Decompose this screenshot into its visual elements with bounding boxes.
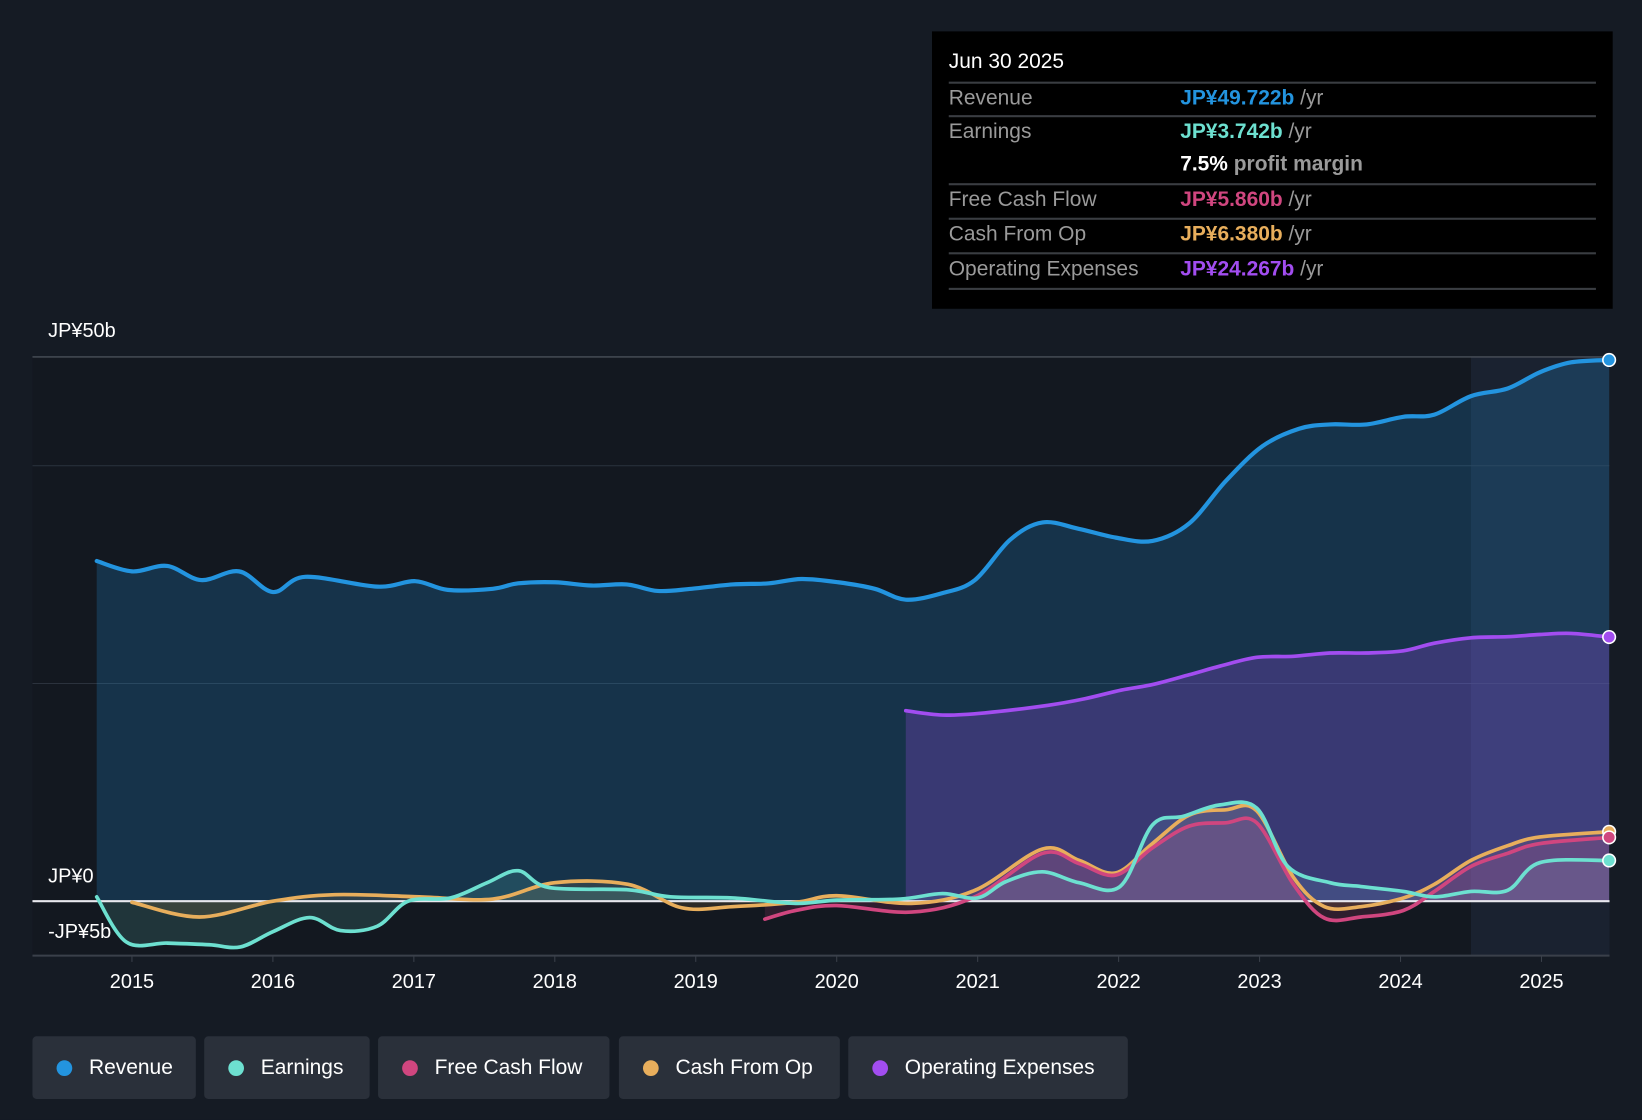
- plot-background: [32, 356, 1610, 956]
- x-tick-label: 2019: [673, 971, 718, 994]
- tooltip-row: 7.5% profit margin: [949, 150, 1596, 183]
- tooltip-label: Revenue: [948, 86, 1033, 110]
- tooltip-value: JP¥3.742b /yr: [1180, 120, 1312, 144]
- x-tick-label: 2025: [1519, 971, 1564, 994]
- legend-dot-icon: [872, 1059, 889, 1076]
- value-text: JP¥5.860b: [1180, 188, 1283, 212]
- legend-label: Earnings: [260, 1055, 344, 1079]
- tooltip-label: Earnings: [948, 120, 1032, 144]
- value-text: JP¥3.742b: [1180, 120, 1283, 144]
- earnings-line: [94, 800, 1611, 950]
- legend-label: Operating Expenses: [904, 1055, 1095, 1079]
- tooltip-label: Operating Expenses: [948, 257, 1139, 281]
- x-tick-label: 2016: [250, 971, 296, 994]
- value-text: JP¥24.267b: [1180, 257, 1295, 281]
- legend-label: Cash From Op: [675, 1055, 813, 1079]
- unit-text: /yr: [1294, 86, 1324, 110]
- tooltip-value: JP¥6.380b /yr: [1180, 223, 1312, 247]
- x-tick-label: 2021: [955, 971, 1000, 994]
- tooltip-value: JP¥49.722b /yr: [1180, 87, 1323, 111]
- y-tick-label: JP¥50b: [48, 320, 116, 343]
- legend-dot-icon: [56, 1059, 73, 1076]
- unit-text: /yr: [1282, 222, 1312, 246]
- legend-item-revenue[interactable]: Revenue: [32, 1036, 196, 1100]
- cash-from-op-line: [130, 803, 1611, 919]
- legend-dot-icon: [642, 1059, 659, 1076]
- tooltip-label: Cash From Op: [948, 222, 1087, 246]
- x-tick-label: 2015: [109, 971, 155, 994]
- value-text: 7.5%: [1180, 152, 1228, 176]
- tooltip-row: Free Cash Flow JP¥5.860b /yr: [948, 183, 1596, 219]
- operating-expenses-line: [903, 631, 1611, 717]
- legend-dot-icon: [228, 1059, 244, 1076]
- x-tick-label: 2024: [1378, 971, 1423, 994]
- unit-text: /yr: [1282, 120, 1312, 144]
- tooltip-value: JP¥5.860b /yr: [1180, 188, 1312, 212]
- legend-label: Revenue: [89, 1055, 173, 1079]
- free-cash-flow-area: [764, 818, 1610, 921]
- value-text: JP¥49.722b: [1180, 86, 1295, 110]
- earnings-area: [96, 802, 1610, 948]
- legend-item-operating-expenses[interactable]: Operating Expenses: [848, 1036, 1128, 1100]
- tooltip-row: Earnings JP¥3.742b /yr: [948, 115, 1596, 151]
- legend-item-cash-from-op[interactable]: Cash From Op: [618, 1036, 840, 1100]
- free-cash-flow-end-point: [1602, 830, 1617, 845]
- legend-label: Free Cash Flow: [434, 1055, 583, 1079]
- unit-text: profit margin: [1227, 152, 1363, 176]
- x-tick-label: 2020: [814, 971, 859, 994]
- legend-item-earnings[interactable]: Earnings: [204, 1036, 370, 1100]
- x-tick-label: 2023: [1237, 971, 1282, 994]
- tooltip-value: JP¥24.267b /yr: [1180, 257, 1323, 281]
- value-text: JP¥6.380b: [1180, 222, 1283, 246]
- legend-item-free-cash-flow[interactable]: Free Cash Flow: [378, 1036, 610, 1100]
- tooltip: Jun 30 2025 Revenue JP¥49.722b /yr Earning…: [932, 31, 1613, 309]
- earnings-end-point: [1602, 853, 1617, 868]
- x-tick-label: 2018: [532, 971, 577, 994]
- revenue-line: [94, 357, 1612, 602]
- unit-text: /yr: [1282, 188, 1312, 212]
- y-tick-label: -JP¥5b: [48, 921, 112, 944]
- cash-from-op-area: [131, 805, 1610, 917]
- tooltip-value: 7.5% profit margin: [1180, 153, 1363, 177]
- tooltip-date: Jun 30 2025: [948, 50, 1065, 74]
- y-tick-label: JP¥0: [48, 865, 94, 888]
- tooltip-row: Operating Expenses JP¥24.267b /yr: [948, 252, 1596, 288]
- tooltip-label: Free Cash Flow: [948, 188, 1097, 212]
- x-tick-label: 2022: [1096, 971, 1141, 994]
- free-cash-flow-line: [762, 816, 1611, 923]
- tooltip-row: Cash From Op JP¥6.380b /yr: [948, 217, 1596, 254]
- tooltip-row: Revenue JP¥49.722b /yr: [948, 81, 1596, 118]
- revenue-end-point: [1602, 352, 1617, 368]
- unit-text: /yr: [1294, 257, 1324, 281]
- tooltip-divider: [948, 287, 1596, 290]
- revenue-area: [96, 359, 1610, 902]
- legend-dot-icon: [402, 1059, 418, 1076]
- x-tick-label: 2017: [391, 971, 436, 994]
- operating-expenses-end-point: [1602, 629, 1617, 645]
